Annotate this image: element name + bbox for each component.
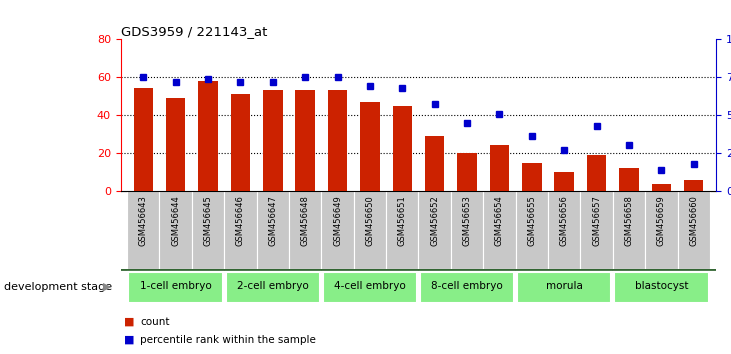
- Text: GSM456651: GSM456651: [398, 195, 407, 246]
- Bar: [327, 90, 347, 191]
- Bar: [224, 191, 257, 269]
- Text: 2-cell embryo: 2-cell embryo: [237, 281, 308, 291]
- Bar: [522, 162, 542, 191]
- Text: ■: ■: [124, 317, 135, 327]
- Bar: [226, 272, 320, 303]
- Bar: [322, 191, 354, 269]
- Bar: [425, 136, 444, 191]
- Bar: [159, 191, 192, 269]
- Text: GSM456650: GSM456650: [366, 195, 374, 246]
- Text: GSM456659: GSM456659: [657, 195, 666, 246]
- Text: GSM456643: GSM456643: [139, 195, 148, 246]
- Bar: [257, 191, 289, 269]
- Text: GSM456658: GSM456658: [624, 195, 634, 246]
- Text: GSM456653: GSM456653: [463, 195, 471, 246]
- Bar: [619, 169, 639, 191]
- Text: GDS3959 / 221143_at: GDS3959 / 221143_at: [121, 25, 267, 38]
- Bar: [613, 191, 645, 269]
- Bar: [295, 90, 315, 191]
- Text: GSM456652: GSM456652: [430, 195, 439, 246]
- Text: development stage: development stage: [4, 282, 112, 292]
- Text: GSM456645: GSM456645: [203, 195, 213, 246]
- Bar: [263, 90, 282, 191]
- Bar: [587, 155, 606, 191]
- Text: GSM456660: GSM456660: [689, 195, 698, 246]
- Text: percentile rank within the sample: percentile rank within the sample: [140, 335, 317, 345]
- Bar: [684, 180, 703, 191]
- Bar: [555, 172, 574, 191]
- Text: blastocyst: blastocyst: [635, 281, 688, 291]
- Bar: [393, 105, 412, 191]
- Text: 4-cell embryo: 4-cell embryo: [334, 281, 406, 291]
- Bar: [127, 191, 159, 269]
- Bar: [548, 191, 580, 269]
- Bar: [490, 145, 510, 191]
- Bar: [678, 191, 710, 269]
- Bar: [322, 272, 417, 303]
- Bar: [360, 102, 379, 191]
- Text: GSM456648: GSM456648: [300, 195, 310, 246]
- Text: GSM456656: GSM456656: [560, 195, 569, 246]
- Text: GSM456655: GSM456655: [527, 195, 537, 246]
- Text: count: count: [140, 317, 170, 327]
- Text: ▶: ▶: [103, 282, 112, 292]
- Text: GSM456646: GSM456646: [236, 195, 245, 246]
- Bar: [651, 183, 671, 191]
- Text: GSM456654: GSM456654: [495, 195, 504, 246]
- Bar: [483, 191, 515, 269]
- Bar: [420, 272, 515, 303]
- Text: GSM456657: GSM456657: [592, 195, 601, 246]
- Bar: [614, 272, 708, 303]
- Bar: [419, 191, 451, 269]
- Text: GSM456647: GSM456647: [268, 195, 277, 246]
- Bar: [166, 98, 186, 191]
- Bar: [580, 191, 613, 269]
- Bar: [515, 191, 548, 269]
- Bar: [458, 153, 477, 191]
- Bar: [645, 191, 678, 269]
- Text: morula: morula: [546, 281, 583, 291]
- Bar: [386, 191, 419, 269]
- Text: GSM456649: GSM456649: [333, 195, 342, 246]
- Bar: [289, 191, 322, 269]
- Bar: [129, 272, 223, 303]
- Text: 1-cell embryo: 1-cell embryo: [140, 281, 211, 291]
- Text: GSM456644: GSM456644: [171, 195, 180, 246]
- Text: ■: ■: [124, 335, 135, 345]
- Bar: [451, 191, 483, 269]
- Bar: [231, 94, 250, 191]
- Bar: [134, 88, 153, 191]
- Bar: [192, 191, 224, 269]
- Bar: [354, 191, 386, 269]
- Bar: [198, 81, 218, 191]
- Bar: [517, 272, 611, 303]
- Text: 8-cell embryo: 8-cell embryo: [431, 281, 503, 291]
